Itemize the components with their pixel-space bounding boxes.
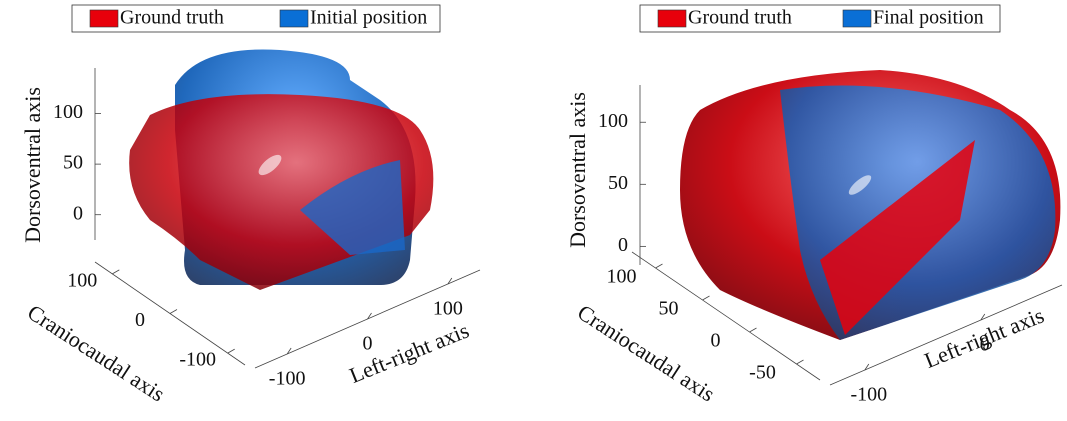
legend-label: Ground truth: [120, 7, 224, 29]
x-tick-label: 0: [363, 333, 373, 355]
legend-box: [639, 4, 1001, 33]
legend-swatch: [89, 9, 119, 28]
y-tick-label: 100: [67, 269, 97, 291]
x-tick: [864, 363, 870, 371]
x-tick: [367, 312, 372, 320]
x-tick-label: -100: [850, 384, 887, 406]
y-tick: [655, 263, 663, 269]
z-tick-label: 50: [608, 172, 628, 194]
z-tick-label: 50: [63, 152, 83, 174]
x-axis-line: [829, 284, 1063, 386]
z-axis-label: Dorsoventral axis: [20, 87, 45, 243]
y-axis-label: Craniocaudal axis: [573, 299, 719, 406]
legend-label: Final position: [873, 7, 984, 29]
legend-swatch: [842, 9, 872, 28]
y-axis-line: [631, 251, 821, 381]
y-tick: [169, 309, 178, 314]
x-tick: [286, 347, 292, 355]
y-tick: [112, 269, 120, 275]
x-tick-label: 100: [433, 298, 463, 320]
legend-swatch: [657, 9, 687, 28]
surface-right: [680, 70, 1061, 340]
y-tick: [702, 295, 710, 301]
legend-box: [71, 4, 441, 33]
legend-swatch: [279, 9, 309, 28]
x-tick-label: -100: [269, 368, 306, 390]
z-axis-label: Dorsoventral axis: [565, 92, 590, 248]
x-tick-label: 0: [980, 334, 990, 356]
y-tick: [796, 359, 804, 365]
z-tick-label: 0: [73, 202, 83, 224]
legend-label: Ground truth: [688, 7, 792, 29]
y-tick-label: 100: [607, 266, 637, 288]
y-tick-label: 0: [711, 330, 721, 352]
y-tick-label: -100: [179, 349, 216, 371]
y-tick: [749, 327, 757, 333]
legend-label: Initial position: [310, 7, 427, 29]
x-tick: [447, 277, 453, 285]
y-tick: [227, 348, 235, 354]
y-tick-label: -50: [749, 362, 776, 384]
z-tick-label: 100: [53, 101, 83, 123]
surface-left: [129, 49, 434, 290]
x-tick: [980, 313, 986, 321]
y-tick-label: 0: [135, 309, 145, 331]
y-axis-label: Craniocaudal axis: [23, 299, 169, 406]
z-tick-label: 0: [618, 234, 628, 256]
y-tick-label: 50: [659, 298, 679, 320]
z-tick-label: 100: [598, 110, 628, 132]
